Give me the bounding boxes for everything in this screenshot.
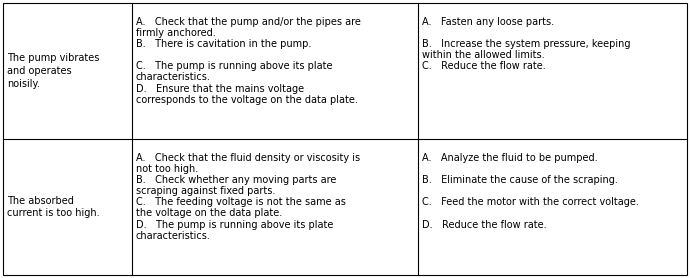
Text: B.   Increase the system pressure, keeping: B. Increase the system pressure, keeping	[422, 39, 630, 49]
Text: D.   Reduce the flow rate.: D. Reduce the flow rate.	[422, 220, 546, 230]
Text: corresponds to the voltage on the data plate.: corresponds to the voltage on the data p…	[136, 95, 357, 105]
Text: characteristics.: characteristics.	[136, 231, 210, 241]
Text: B.   Check whether any moving parts are: B. Check whether any moving parts are	[136, 175, 336, 185]
Text: characteristics.: characteristics.	[136, 72, 210, 82]
Text: B.   Eliminate the cause of the scraping.: B. Eliminate the cause of the scraping.	[422, 175, 618, 185]
Text: D.   The pump is running above its plate: D. The pump is running above its plate	[136, 220, 333, 230]
Text: within the allowed limits.: within the allowed limits.	[422, 50, 544, 60]
Text: A.   Fasten any loose parts.: A. Fasten any loose parts.	[422, 16, 553, 26]
Text: C.   Feed the motor with the correct voltage.: C. Feed the motor with the correct volta…	[422, 197, 638, 207]
Text: the voltage on the data plate.: the voltage on the data plate.	[136, 208, 282, 219]
Text: C.   Reduce the flow rate.: C. Reduce the flow rate.	[422, 61, 545, 71]
Text: A.   Check that the pump and/or the pipes are: A. Check that the pump and/or the pipes …	[136, 16, 361, 26]
Text: not too high.: not too high.	[136, 164, 198, 174]
Text: firmly anchored.: firmly anchored.	[136, 28, 215, 38]
Text: B.   There is cavitation in the pump.: B. There is cavitation in the pump.	[136, 39, 311, 49]
Text: A.   Check that the fluid density or viscosity is: A. Check that the fluid density or visco…	[136, 153, 360, 163]
Text: C.   The pump is running above its plate: C. The pump is running above its plate	[136, 61, 333, 71]
Text: The absorbed
current is too high.: The absorbed current is too high.	[7, 196, 99, 219]
Text: scraping against fixed parts.: scraping against fixed parts.	[136, 186, 275, 196]
Text: The pump vibrates
and operates
noisily.: The pump vibrates and operates noisily.	[7, 53, 99, 89]
Text: C.   The feeding voltage is not the same as: C. The feeding voltage is not the same a…	[136, 197, 346, 207]
Text: A.   Analyze the fluid to be pumped.: A. Analyze the fluid to be pumped.	[422, 153, 597, 163]
Text: D.   Ensure that the mains voltage: D. Ensure that the mains voltage	[136, 84, 304, 94]
